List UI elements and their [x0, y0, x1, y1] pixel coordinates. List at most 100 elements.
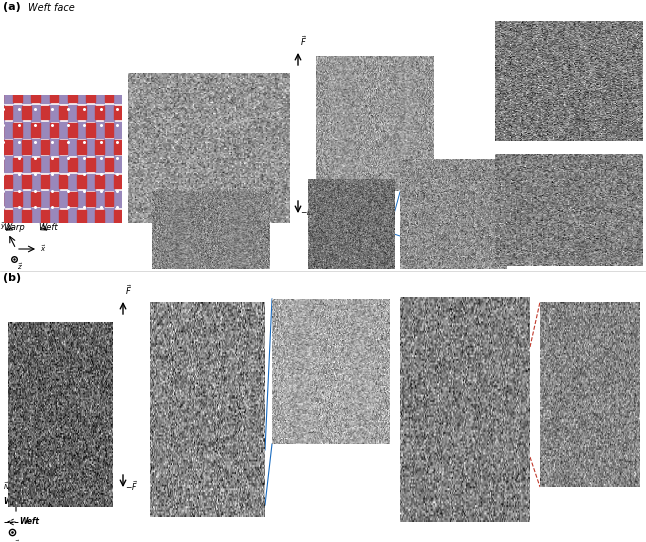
Bar	[32, 88, 40, 102]
Text: 1 mm: 1 mm	[611, 133, 631, 139]
Bar	[4, 191, 13, 207]
Bar	[132, 225, 141, 242]
Bar	[114, 157, 123, 172]
Bar	[59, 140, 67, 154]
Bar	[32, 123, 40, 137]
Bar	[40, 122, 50, 138]
Bar	[105, 192, 113, 206]
Text: 0.25 mm: 0.25 mm	[154, 508, 185, 514]
Bar	[50, 139, 59, 155]
Bar	[86, 105, 95, 121]
Bar	[68, 208, 77, 224]
Bar	[41, 210, 49, 223]
Bar	[59, 106, 67, 119]
Text: (b): (b)	[3, 273, 21, 283]
Bar	[68, 158, 77, 171]
Bar	[13, 192, 22, 206]
Bar	[40, 225, 50, 242]
Bar	[50, 227, 58, 240]
Bar	[13, 158, 22, 171]
Bar	[40, 157, 50, 172]
Bar	[23, 210, 31, 223]
Bar	[50, 174, 59, 190]
Bar	[123, 192, 131, 206]
Bar	[32, 158, 40, 171]
Bar	[32, 192, 40, 206]
Bar	[77, 140, 86, 154]
Bar	[41, 140, 49, 154]
Bar	[59, 191, 68, 207]
Bar	[96, 140, 104, 154]
Bar	[68, 88, 77, 102]
Text: 30 μm: 30 μm	[611, 258, 634, 264]
Bar	[4, 106, 12, 119]
Bar	[96, 106, 104, 119]
Bar	[410, 347, 515, 457]
Bar	[22, 157, 31, 172]
Bar	[50, 208, 59, 224]
Bar	[86, 174, 95, 190]
Bar	[41, 106, 49, 119]
Bar	[59, 122, 68, 138]
Bar	[77, 191, 86, 207]
Text: = 4.2 %: = 4.2 %	[10, 324, 43, 333]
Bar	[59, 175, 67, 189]
Text: $\vec{x}$: $\vec{x}$	[40, 244, 47, 254]
Bar	[0, 158, 3, 171]
Bar	[13, 208, 22, 224]
Bar	[77, 87, 86, 104]
Text: = 9 %: = 9 %	[152, 304, 178, 313]
Text: (a): (a)	[3, 2, 21, 12]
Bar	[68, 174, 77, 190]
Bar	[114, 106, 122, 119]
Bar	[105, 88, 113, 102]
Bar	[68, 105, 77, 121]
Bar	[59, 157, 68, 172]
Text: 50 μm: 50 μm	[544, 478, 567, 484]
Bar	[123, 158, 131, 171]
Bar	[50, 88, 58, 102]
Bar	[4, 122, 13, 138]
Bar	[114, 175, 122, 189]
Bar	[87, 192, 95, 206]
Bar	[114, 140, 122, 154]
Bar	[23, 106, 31, 119]
Bar	[105, 123, 113, 137]
Text: $\vec{F}$: $\vec{F}$	[300, 34, 307, 48]
Bar	[59, 87, 68, 104]
Bar	[40, 191, 50, 207]
Text: Weft: Weft	[38, 223, 57, 232]
Bar	[77, 210, 86, 223]
Bar	[0, 208, 4, 224]
Bar	[68, 123, 77, 137]
Text: $\vec{F}$: $\vec{F}$	[125, 283, 132, 297]
Text: Weft: Weft	[19, 518, 39, 526]
Bar	[123, 88, 131, 102]
Text: 25 μm: 25 μm	[362, 261, 384, 267]
Bar	[68, 139, 77, 155]
Text: = 9 %: = 9 %	[318, 58, 344, 67]
Bar	[50, 158, 58, 171]
Text: Weft face: Weft face	[28, 3, 75, 13]
Bar	[132, 191, 141, 207]
Bar	[95, 87, 105, 104]
Text: 1 mm: 1 mm	[402, 183, 422, 189]
Bar	[68, 227, 77, 240]
Bar	[13, 88, 22, 102]
Text: = 13.5 %-Failure: = 13.5 %-Failure	[402, 299, 472, 308]
Text: $-\vec{F}$: $-\vec{F}$	[300, 204, 313, 218]
Bar	[0, 139, 4, 155]
Bar	[114, 225, 123, 242]
Bar	[22, 191, 31, 207]
Bar	[123, 208, 132, 224]
Bar	[31, 174, 40, 190]
Bar	[4, 87, 13, 104]
Bar	[0, 123, 3, 137]
Bar	[87, 88, 95, 102]
Bar	[4, 175, 12, 189]
Bar	[87, 158, 95, 171]
Text: Warp: Warp	[3, 497, 25, 506]
Bar	[4, 225, 13, 242]
Bar	[104, 208, 114, 224]
Text: 0.5 mm: 0.5 mm	[232, 261, 259, 267]
